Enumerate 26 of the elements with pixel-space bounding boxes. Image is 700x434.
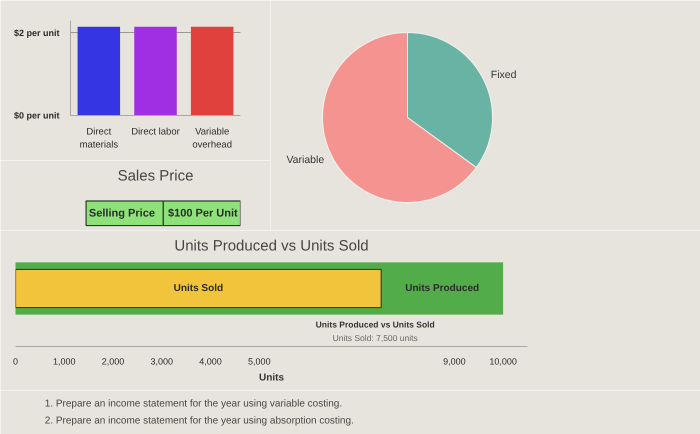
- series-label: Units Produced: [405, 283, 480, 294]
- text: 2. Prepare an income statement for the year using absorption costing.: [44, 415, 354, 426]
- y-tick-label: $2 per unit: [14, 28, 60, 38]
- x-tick-label: Direct materials: [80, 126, 118, 151]
- x-tick-label: 0: [12, 356, 18, 366]
- x-tick-label: 10,000: [489, 356, 517, 366]
- x-tick-label: 2,000: [102, 356, 124, 366]
- slice-label: Variable: [286, 154, 324, 166]
- text: $100 Per Unit: [168, 207, 238, 220]
- y-tick-label: $0 per unit: [14, 110, 60, 120]
- x-axis-title: Units: [259, 372, 284, 384]
- x-tick-label: Variable overhead: [192, 126, 232, 151]
- series-label: Units Sold: [174, 283, 224, 294]
- x-tick-label: 4,000: [199, 356, 222, 366]
- text: 1. Prepare an income statement for the year using variable costing.: [44, 398, 342, 410]
- x-tick-label: 3,000: [150, 356, 174, 366]
- slice-label: Fixed: [490, 69, 517, 82]
- annotation: Units Sold: 7,500 units: [332, 332, 418, 343]
- text: Sales Price: [118, 168, 194, 184]
- x-tick-label: 9,000: [443, 356, 466, 366]
- text: Units Produced vs Units Sold: [316, 319, 435, 330]
- text: Selling Price: [88, 207, 155, 220]
- text: Units Produced vs Units Sold: [174, 238, 369, 254]
- x-tick-label: 5,000: [248, 356, 271, 366]
- x-tick-label: 1,000: [53, 356, 76, 366]
- x-tick-label: Direct labor: [131, 126, 180, 138]
